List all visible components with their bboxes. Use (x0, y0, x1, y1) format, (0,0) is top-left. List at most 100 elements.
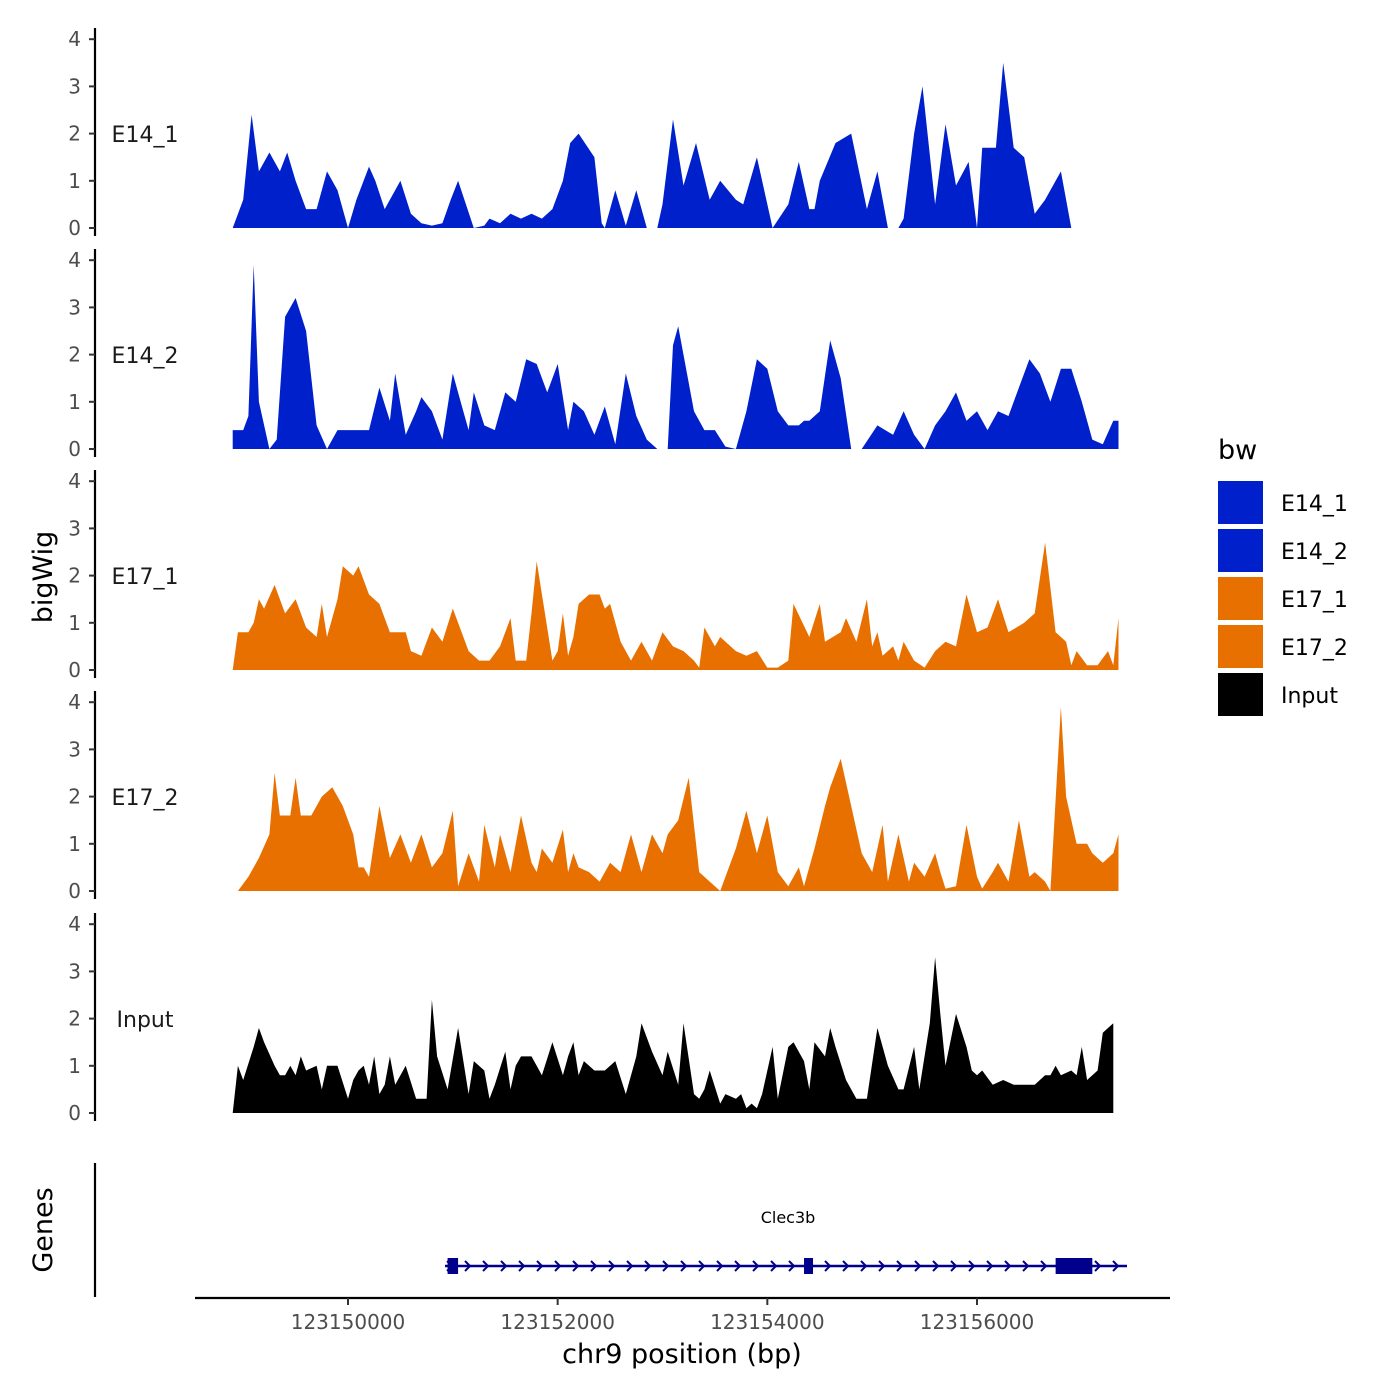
track-label-input: Input (117, 1008, 174, 1033)
gene-exon (1055, 1258, 1093, 1274)
legend-label-input: Input (1281, 684, 1338, 709)
track-label-e17_2: E17_2 (112, 786, 179, 811)
y-tick-label: 3 (68, 959, 81, 983)
y-tick-label: 2 (68, 1007, 81, 1031)
y-tick-label: 1 (68, 169, 81, 193)
strand-arrow (698, 1260, 706, 1272)
y-tick-label: 4 (68, 912, 81, 936)
y-axis-title: bigWig (28, 531, 59, 624)
strand-arrow (968, 1260, 976, 1272)
strand-arrow (464, 1260, 472, 1272)
gene-exon (804, 1258, 814, 1274)
panel-e17_2: 0 1 2 3 4 E17_2 (68, 690, 1119, 903)
gene-clec3b: Clec3b (445, 1208, 1127, 1274)
gene-track-label: Genes (28, 1187, 59, 1272)
strand-arrow (1112, 1260, 1120, 1272)
strand-arrow (716, 1260, 724, 1272)
y-tick-label: 3 (68, 74, 81, 98)
strand-arrow (644, 1260, 652, 1272)
y-tick-label: 0 (68, 216, 81, 240)
strand-arrow (752, 1260, 760, 1272)
y-tick-label: 0 (68, 879, 81, 903)
strand-arrow (554, 1260, 562, 1272)
strand-arrow (770, 1260, 778, 1272)
coverage-panels: 0 1 2 3 4 E14_1 0 1 2 3 4 E14_2 0 1 2 3 4 E17_1 0 1 2 3 4 E17_2… (68, 27, 1119, 1125)
strand-arrow (1040, 1260, 1048, 1272)
y-tick-label: 1 (68, 390, 81, 414)
y-tick-label: 2 (68, 785, 81, 809)
y-tick-label: 3 (68, 737, 81, 761)
x-tick-label: 123154000 (710, 1310, 825, 1334)
gene-track: Genes Clec3b (28, 1163, 1127, 1297)
gene-models: Clec3b (445, 1208, 1127, 1274)
strand-arrow (662, 1260, 670, 1272)
y-tick-label: 2 (68, 564, 81, 588)
legend-label-e14_2: E14_2 (1281, 540, 1348, 565)
strand-arrow (590, 1260, 598, 1272)
y-tick-label: 4 (68, 469, 81, 493)
coverage-area-e17_1 (232, 542, 1119, 670)
strand-arrow (896, 1260, 904, 1272)
x-axis: 123150000 123152000 123154000 123156000 chr… (195, 1296, 1170, 1370)
y-tick-label: 0 (68, 1101, 81, 1125)
strand-arrow (572, 1260, 580, 1272)
strand-arrow (914, 1260, 922, 1272)
y-tick-label: 3 (68, 295, 81, 319)
strand-arrow (734, 1260, 742, 1272)
y-tick-label: 1 (68, 832, 81, 856)
legend-key-e17_2 (1218, 625, 1263, 668)
panel-e17_1: 0 1 2 3 4 E17_1 (68, 469, 1119, 682)
x-axis-title: chr9 position (bp) (562, 1339, 802, 1370)
panel-e14_1: 0 1 2 3 4 E14_1 (68, 27, 1119, 240)
strand-arrow (950, 1260, 958, 1272)
y-tick-label: 0 (68, 437, 81, 461)
y-tick-label: 1 (68, 1054, 81, 1078)
y-tick-label: 1 (68, 611, 81, 635)
legend-label-e17_2: E17_2 (1281, 636, 1348, 661)
legend-key-e14_2 (1218, 529, 1263, 572)
strand-arrow (824, 1260, 832, 1272)
strand-arrow (932, 1260, 940, 1272)
strand-arrow (860, 1260, 868, 1272)
strand-arrow (1094, 1260, 1102, 1272)
legend-key-input (1218, 673, 1263, 716)
y-tick-label: 4 (68, 27, 81, 51)
strand-arrow (518, 1260, 526, 1272)
x-tick-label: 123152000 (500, 1310, 615, 1334)
y-tick-label: 2 (68, 343, 81, 367)
strand-arrow (482, 1260, 490, 1272)
track-label-e14_1: E14_1 (112, 123, 179, 148)
y-tick-label: 0 (68, 658, 81, 682)
coverage-area-e14_1 (232, 62, 1119, 228)
gene-exon (447, 1258, 459, 1274)
coverage-area-e14_2 (232, 264, 1119, 449)
x-tick-label: 123150000 (291, 1310, 406, 1334)
strand-arrow (986, 1260, 994, 1272)
y-tick-label: 2 (68, 122, 81, 146)
legend-label-e17_1: E17_1 (1281, 588, 1348, 613)
legend-key-e14_1 (1218, 481, 1263, 524)
strand-arrow (1004, 1260, 1012, 1272)
legend-key-e17_1 (1218, 577, 1263, 620)
track-label-e14_2: E14_2 (112, 344, 179, 369)
track-label-e17_1: E17_1 (112, 565, 179, 590)
strand-arrow (608, 1260, 616, 1272)
panel-input: 0 1 2 3 4 Input (68, 912, 1114, 1125)
gene-name-label: Clec3b (761, 1208, 816, 1227)
strand-arrow (626, 1260, 634, 1272)
x-tick-label: 123156000 (920, 1310, 1035, 1334)
strand-arrow (1022, 1260, 1030, 1272)
strand-arrow (536, 1260, 544, 1272)
strand-arrow (680, 1260, 688, 1272)
strand-arrow (788, 1260, 796, 1272)
strand-arrow (500, 1260, 508, 1272)
y-tick-label: 3 (68, 516, 81, 540)
legend-label-e14_1: E14_1 (1281, 492, 1348, 517)
y-tick-label: 4 (68, 248, 81, 272)
legend-items: E14_1 E14_2 E17_1 E17_2 Input (1218, 481, 1348, 716)
x-ticks: 123150000 123152000 123154000 123156000 (291, 1298, 1035, 1334)
coverage-area-input (232, 957, 1114, 1113)
y-tick-label: 4 (68, 690, 81, 714)
strand-arrow (842, 1260, 850, 1272)
